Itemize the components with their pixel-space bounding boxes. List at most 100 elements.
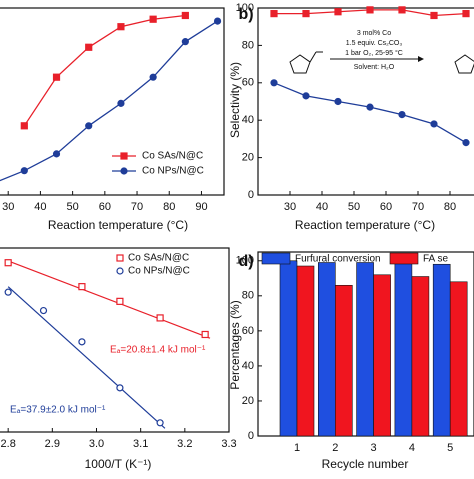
legend-label: Co NPs/N@C bbox=[142, 166, 204, 177]
x-tick-label: 2.9 bbox=[45, 438, 60, 450]
x-tick-label: 90 bbox=[195, 201, 207, 213]
marker bbox=[398, 6, 406, 14]
x-tick-label: 80 bbox=[163, 201, 175, 213]
scheme-text: Solvent: H₂O bbox=[354, 64, 395, 71]
x-tick-label: 40 bbox=[34, 201, 46, 213]
x-axis-label: 1000/T (K⁻¹) bbox=[85, 457, 152, 471]
marker bbox=[120, 167, 128, 175]
x-tick-label: 5 bbox=[447, 442, 453, 454]
arrow-head bbox=[418, 56, 424, 62]
marker bbox=[116, 267, 124, 275]
marker bbox=[213, 17, 222, 25]
x-tick-label: 30 bbox=[2, 201, 14, 213]
marker bbox=[78, 338, 86, 346]
marker bbox=[270, 79, 278, 87]
marker bbox=[334, 8, 342, 16]
x-tick-label: 70 bbox=[131, 201, 143, 213]
legend-swatch bbox=[261, 252, 291, 265]
bar bbox=[296, 265, 315, 437]
marker bbox=[4, 259, 12, 267]
y-tick-label: 40 bbox=[242, 360, 254, 372]
bar bbox=[356, 262, 374, 437]
x-tick-label: 40 bbox=[316, 201, 328, 213]
marker bbox=[181, 38, 189, 46]
marker bbox=[85, 122, 93, 130]
marker bbox=[117, 99, 125, 107]
x-tick-label: 1 bbox=[294, 442, 300, 454]
panel-label: d) bbox=[238, 253, 253, 270]
legend-label: Co SAs/N@C bbox=[142, 151, 203, 162]
x-axis-label: Reaction temperature (°C) bbox=[48, 218, 188, 232]
bar bbox=[411, 276, 430, 437]
bar bbox=[449, 281, 468, 437]
y-tick-label: 0 bbox=[248, 430, 254, 442]
marker bbox=[149, 15, 157, 23]
marker bbox=[366, 6, 374, 14]
plot-frame bbox=[0, 7, 225, 196]
legend-label: Co NPs/N@C bbox=[128, 266, 190, 277]
x-tick-label: 4 bbox=[409, 442, 415, 454]
y-tick-label: 20 bbox=[242, 395, 254, 407]
marker bbox=[116, 254, 124, 262]
marker bbox=[156, 419, 164, 427]
x-tick-label: 3.2 bbox=[177, 438, 192, 450]
marker bbox=[302, 10, 310, 18]
x-tick-label: 50 bbox=[66, 201, 78, 213]
x-tick-label: 3.0 bbox=[89, 438, 104, 450]
y-tick-label: 40 bbox=[242, 114, 254, 126]
marker bbox=[462, 139, 470, 147]
marker bbox=[52, 150, 61, 158]
marker bbox=[4, 288, 12, 296]
x-tick-label: 60 bbox=[99, 201, 111, 213]
marker bbox=[85, 43, 93, 51]
scheme-text: 1 bar O₂, 25-95 °C bbox=[345, 49, 403, 57]
marker bbox=[366, 103, 374, 111]
marker bbox=[52, 73, 61, 81]
data-line bbox=[23, 14, 186, 127]
marker bbox=[302, 92, 310, 100]
marker bbox=[116, 297, 124, 305]
annotation: Eₐ=37.9±2.0 kJ mol⁻¹ bbox=[10, 405, 106, 416]
scheme-text: 1.5 equiv. Cs₂CO₃ bbox=[346, 40, 403, 47]
annotation: Eₐ=20.8±1.4 kJ mol⁻¹ bbox=[110, 345, 206, 356]
marker bbox=[116, 384, 124, 392]
bar bbox=[279, 260, 298, 437]
marker bbox=[334, 97, 342, 106]
bar bbox=[394, 262, 413, 437]
x-tick-label: 2.8 bbox=[1, 438, 16, 450]
marker bbox=[120, 152, 128, 160]
x-tick-label: 3.3 bbox=[221, 438, 236, 450]
y-tick-label: 80 bbox=[242, 290, 254, 302]
bar bbox=[317, 262, 336, 437]
marker bbox=[430, 120, 438, 128]
x-tick-label: 60 bbox=[380, 201, 392, 213]
x-tick-label: 3 bbox=[371, 442, 377, 454]
x-tick-label: 80 bbox=[444, 201, 456, 213]
marker bbox=[462, 10, 470, 18]
marker bbox=[117, 23, 125, 31]
marker bbox=[270, 10, 278, 18]
data-line bbox=[0, 20, 218, 182]
marker bbox=[20, 122, 28, 130]
marker bbox=[156, 314, 164, 322]
x-axis-label: Reaction temperature (°C) bbox=[295, 218, 435, 232]
legend-label: Co SAs/N@C bbox=[128, 253, 189, 264]
y-tick-label: 0 bbox=[248, 189, 254, 201]
legend-swatch bbox=[389, 252, 419, 265]
y-axis-label: Percentages (%) bbox=[228, 300, 242, 389]
marker bbox=[78, 283, 86, 291]
marker bbox=[201, 330, 209, 339]
y-tick-label: 80 bbox=[242, 39, 254, 51]
y-tick-label: 20 bbox=[242, 152, 254, 164]
legend-label: Furfural conversion bbox=[295, 254, 381, 265]
marker bbox=[430, 11, 438, 20]
bar bbox=[432, 263, 451, 437]
fit-line bbox=[7, 260, 211, 339]
marker bbox=[39, 306, 48, 315]
y-axis-label: Selectivity (%) bbox=[228, 62, 242, 138]
x-axis-label: Recycle number bbox=[322, 457, 409, 471]
y-tick-label: 100 bbox=[236, 255, 254, 267]
panel-label: b) bbox=[238, 6, 253, 23]
bar bbox=[334, 284, 353, 437]
